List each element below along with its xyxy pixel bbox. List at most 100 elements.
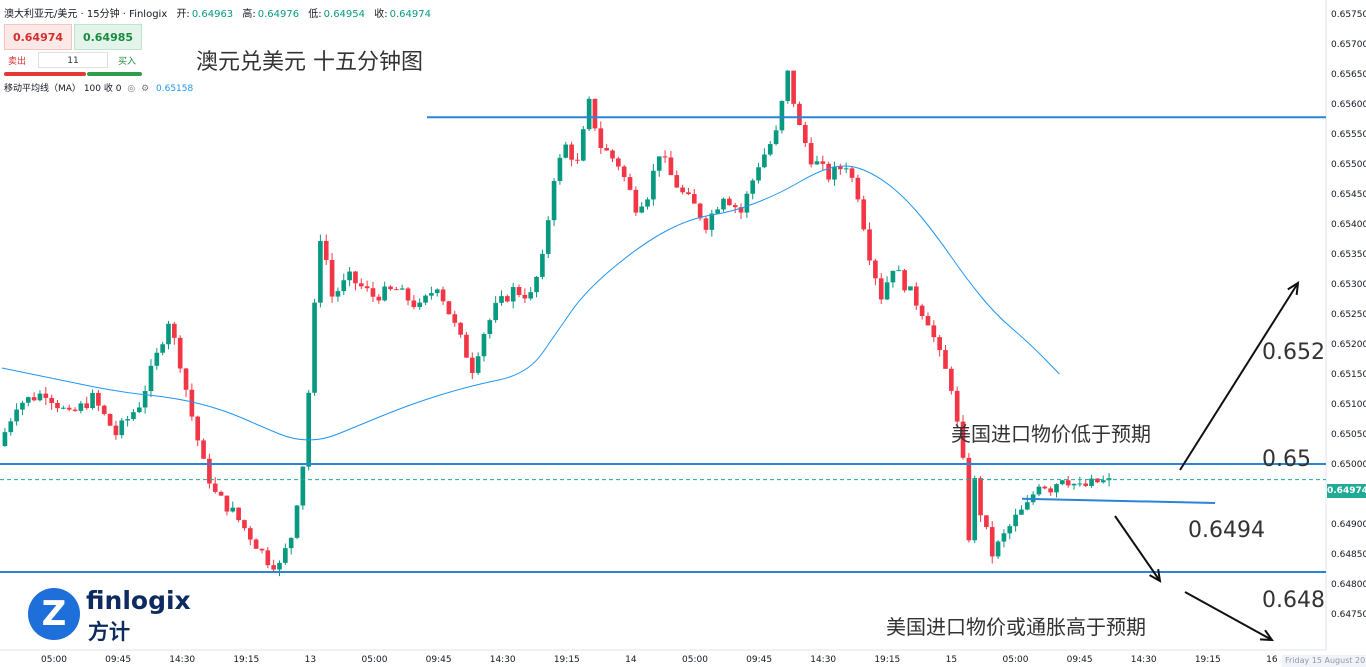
annotation-higher-import-prices: 美国进口物价或通胀高于预期 xyxy=(886,615,1146,639)
candle-body xyxy=(691,194,697,204)
candle-body xyxy=(25,397,31,403)
candle-body xyxy=(358,283,364,287)
y-tick-label: 0.64750 xyxy=(1331,610,1366,620)
logo-mark: Z xyxy=(41,594,67,634)
candle-body xyxy=(230,507,236,512)
settings-icon[interactable]: ⚙ xyxy=(141,84,150,94)
candle-body xyxy=(505,296,510,302)
candle-body xyxy=(937,337,942,351)
y-tick-label: 0.65700 xyxy=(1331,40,1366,50)
candle-body xyxy=(236,507,241,521)
candle-body xyxy=(218,491,224,496)
candle-body xyxy=(604,148,609,151)
candle-body xyxy=(335,291,341,297)
buy-ratio-bar xyxy=(87,72,142,76)
candle-body xyxy=(411,300,417,308)
candle-body xyxy=(434,289,440,294)
candle-body xyxy=(1083,483,1089,486)
y-tick-label: 0.65400 xyxy=(1331,220,1366,230)
candle-body xyxy=(131,412,136,420)
logo-chinese: 方计 xyxy=(88,620,130,644)
candle-body xyxy=(481,334,487,357)
quantity-input[interactable]: 11 xyxy=(38,52,108,68)
y-tick-label: 0.65450 xyxy=(1331,190,1366,200)
sell-label[interactable]: 卖出 xyxy=(8,57,27,67)
y-tick-label: 0.65050 xyxy=(1331,430,1366,440)
instrument-label: 澳大利亚元/美元 · 15分钟 · Finlogix xyxy=(4,9,168,20)
candle-body xyxy=(551,180,557,221)
candle-body xyxy=(107,413,113,426)
close-value: 0.64974 xyxy=(389,9,431,20)
candle-body xyxy=(271,565,276,570)
candle-body xyxy=(72,409,78,411)
candle-body xyxy=(832,166,837,180)
candle-body xyxy=(598,128,604,149)
candle-body xyxy=(791,70,796,104)
candle-body xyxy=(499,296,504,303)
candle-body xyxy=(31,397,37,401)
candle-body xyxy=(20,402,25,410)
candle-body xyxy=(388,286,393,290)
eye-icon[interactable]: ◎ xyxy=(127,84,136,94)
x-tick-label: 09:45 xyxy=(1067,655,1093,665)
candle-body xyxy=(686,192,691,195)
candle-body xyxy=(382,286,387,301)
candle-body xyxy=(838,166,843,170)
candle-body xyxy=(224,495,230,512)
x-tick-label: 19:15 xyxy=(233,655,259,665)
candle-body xyxy=(510,287,516,302)
candle-body xyxy=(142,391,148,408)
candle-body xyxy=(984,515,989,528)
y-tick-label: 0.64900 xyxy=(1331,520,1366,530)
y-tick-label: 0.65350 xyxy=(1331,250,1366,260)
candle-body xyxy=(1007,526,1013,534)
candle-body xyxy=(849,168,855,178)
sell-ratio-bar xyxy=(4,72,86,76)
candle-body xyxy=(826,163,831,180)
candle-body xyxy=(709,213,715,230)
buy-label[interactable]: 买入 xyxy=(117,57,136,67)
candle-body xyxy=(195,416,201,441)
arrow-down xyxy=(1114,515,1161,582)
y-tick-label: 0.65000 xyxy=(1331,460,1366,470)
candle-body xyxy=(1054,484,1059,493)
candle-body xyxy=(528,292,534,299)
candle-body xyxy=(259,548,265,551)
low-label: 低: xyxy=(308,9,322,20)
annotation-lower-import-prices: 美国进口物价低于预期 xyxy=(951,422,1151,446)
buy-price-button[interactable]: 0.64985 xyxy=(74,24,142,50)
candle-body xyxy=(399,288,405,290)
candle-body xyxy=(113,425,119,436)
candle-body xyxy=(1013,514,1018,527)
candle-body xyxy=(1001,533,1007,542)
x-tick-label: 05:00 xyxy=(1003,655,1029,665)
y-tick-label: 0.64800 xyxy=(1331,580,1366,590)
sell-price-button[interactable]: 0.64974 xyxy=(4,24,72,50)
arrow-down-extended xyxy=(1184,591,1273,641)
candle-body xyxy=(405,288,411,301)
candle-body xyxy=(446,301,452,315)
candle-body xyxy=(1071,483,1077,486)
candle-body xyxy=(300,466,306,506)
y-tick-label: 0.64850 xyxy=(1331,550,1366,560)
candle-body xyxy=(247,528,253,540)
candle-body xyxy=(347,271,352,281)
candle-body xyxy=(954,390,960,422)
candle-body xyxy=(715,209,720,214)
finlogix-logo: Z finlogix 方计 xyxy=(28,586,198,646)
indicator-value: 0.65158 xyxy=(156,84,194,94)
candle-body xyxy=(861,199,867,230)
candle-body xyxy=(49,397,54,404)
arrow-down-extended-head xyxy=(1259,629,1275,642)
candle-body xyxy=(136,407,142,413)
candle-body xyxy=(756,167,761,181)
candle-body xyxy=(429,293,434,296)
candle-body xyxy=(253,539,259,549)
high-label: 高: xyxy=(242,9,256,20)
candle-body xyxy=(633,189,639,213)
y-tick-label: 0.65250 xyxy=(1331,310,1366,320)
candle-body xyxy=(867,229,872,261)
candle-body xyxy=(312,302,317,393)
candle-body xyxy=(592,98,598,129)
